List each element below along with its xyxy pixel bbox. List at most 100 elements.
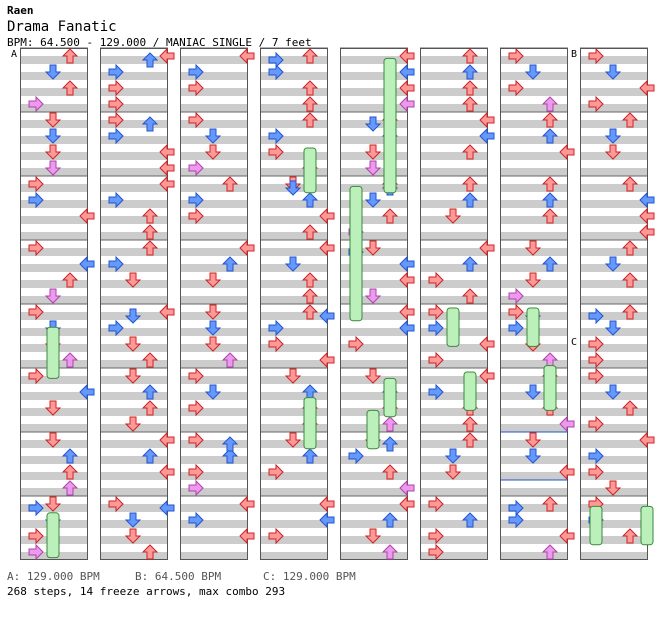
song-title: Drama Fanatic [7,19,117,35]
step-arrow [124,416,142,432]
step-arrow [541,544,559,560]
step-arrow [399,95,415,113]
beat-stripe [580,168,648,176]
step-arrow [159,175,175,193]
step-arrow [604,256,622,272]
beat-stripe [420,504,488,512]
step-arrow [479,111,495,129]
step-arrow [524,240,542,256]
bpm-legend-b: B: 64.500 BPM [135,570,222,583]
beat-stripe [500,536,568,544]
step-arrow [399,495,415,513]
beat-stripe [340,232,408,240]
beat-stripe [420,392,488,400]
step-arrow [479,127,495,145]
beat-stripe [340,520,408,528]
step-arrow [239,47,255,65]
beat-stripe [100,296,168,304]
beat-stripe [420,520,488,528]
step-arrow [541,176,559,192]
bpm-marker: B [571,49,577,60]
step-arrow [428,351,444,369]
step-arrow [461,256,479,272]
step-arrow [268,335,284,353]
beat-stripe [260,232,328,240]
beat-stripe [580,504,648,512]
step-arrow [61,464,79,480]
beat-stripe [100,120,168,128]
beat-stripe [500,56,568,64]
step-arrow [399,255,415,273]
step-arrow [524,64,542,80]
beat-stripe [580,184,648,192]
step-arrow [44,160,62,176]
beat-stripe [20,376,88,384]
step-arrow [108,111,124,129]
step-arrow [508,79,524,97]
beat-stripe [580,376,648,384]
freeze-arrow [463,371,477,411]
step-arrow [61,480,79,496]
step-arrow [461,192,479,208]
beat-stripe [20,248,88,256]
freeze-arrow [303,147,317,194]
beat-stripe [500,136,568,144]
beat-stripe [340,216,408,224]
beat-stripe [340,360,408,368]
step-arrow [159,431,175,449]
beat-stripe [180,216,248,224]
step-arrow [268,51,284,69]
step-arrow [381,416,399,432]
step-arrow [541,208,559,224]
beat-stripe [100,152,168,160]
beat-stripe [500,552,568,560]
beat-stripe [100,248,168,256]
step-arrow [124,368,142,384]
beat-stripe [100,264,168,272]
beat-stripe [580,344,648,352]
step-arrow [428,319,444,337]
step-arrow [188,431,204,449]
beat-stripe [20,280,88,288]
step-arrow [141,208,159,224]
step-arrow [108,79,124,97]
step-arrow [44,128,62,144]
step-arrow [621,176,639,192]
step-arrow [399,303,415,321]
step-arrow [461,144,479,160]
beat-stripe [340,184,408,192]
beat-stripe [100,328,168,336]
freeze-arrow [366,409,380,450]
step-arrow [461,48,479,64]
step-arrow [301,448,319,464]
step-arrow [61,80,79,96]
beat-stripe [260,88,328,96]
step-arrow [141,52,159,68]
step-arrow [461,432,479,448]
beat-stripe [260,104,328,112]
step-arrow [284,256,302,272]
beat-stripe [260,392,328,400]
step-arrow [221,448,239,464]
bpm-marker: C [571,337,577,348]
step-arrow [621,240,639,256]
beat-stripe [100,440,168,448]
beat-stripe [100,72,168,80]
beat-stripe [340,328,408,336]
step-arrow [541,192,559,208]
step-arrow [508,47,524,65]
beat-stripe [20,472,88,480]
beat-stripe [100,504,168,512]
beat-stripe [420,248,488,256]
step-arrow [221,352,239,368]
step-arrow [239,239,255,257]
step-arrow [319,307,335,325]
beat-stripe [580,200,648,208]
step-arrow [28,367,44,385]
beat-stripe [420,88,488,96]
step-arrow [108,63,124,81]
chart-column [420,48,488,560]
step-arrow [284,180,302,196]
beat-stripe [420,264,488,272]
step-arrow [559,143,575,161]
